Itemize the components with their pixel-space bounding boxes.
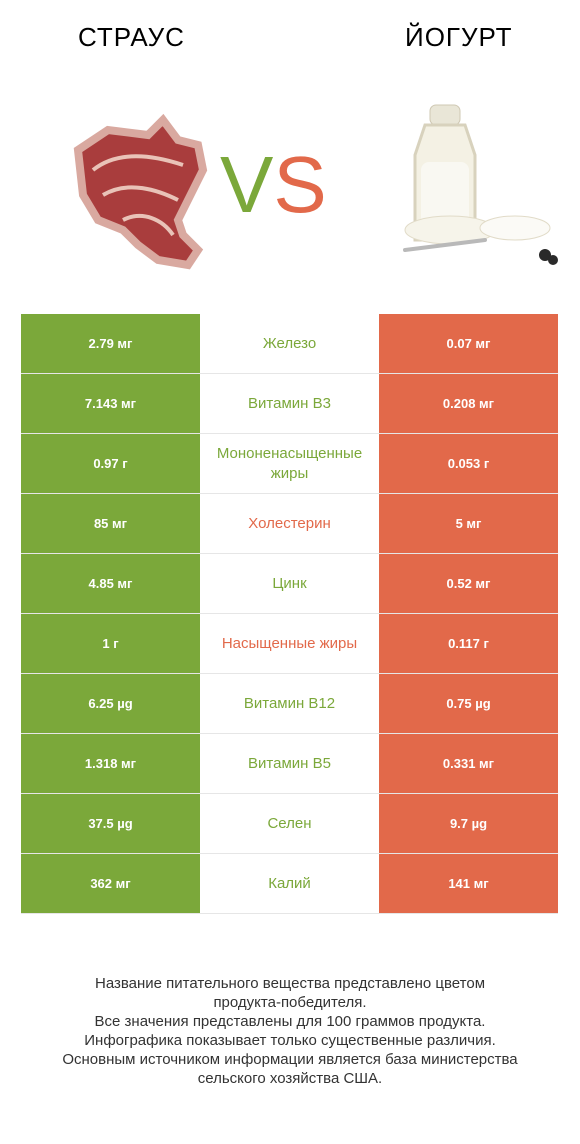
right-value: 0.75 µg xyxy=(379,674,558,733)
row-divider xyxy=(21,613,558,614)
table-row: 1 г Насыщенные жиры 0.117 г xyxy=(21,614,558,674)
row-divider xyxy=(21,673,558,674)
right-value: 141 мг xyxy=(379,854,558,913)
left-value: 7.143 мг xyxy=(21,374,200,433)
footer-line: Название питательного вещества представл… xyxy=(94,975,486,992)
right-value: 5 мг xyxy=(379,494,558,553)
table-row: 0.97 г Мононенасыщенные жиры 0.053 г xyxy=(21,434,558,494)
vs-s: S xyxy=(273,140,327,229)
row-divider xyxy=(21,433,558,434)
right-title: ЙОГУРТ xyxy=(405,22,513,52)
row-divider xyxy=(21,733,558,734)
right-value: 9.7 µg xyxy=(379,794,558,853)
left-value: 4.85 мг xyxy=(21,554,200,613)
nutrient-name: Железо xyxy=(200,314,379,373)
table-row: 4.85 мг Цинк 0.52 мг xyxy=(21,554,558,614)
left-value: 1 г xyxy=(21,614,200,673)
right-value: 0.07 мг xyxy=(379,314,558,373)
left-value: 37.5 µg xyxy=(21,794,200,853)
row-divider xyxy=(21,553,558,554)
table-row: 6.25 µg Витамин B12 0.75 µg xyxy=(21,674,558,734)
nutrient-name: Селен xyxy=(200,794,379,853)
row-divider xyxy=(21,913,558,914)
right-value: 0.52 мг xyxy=(379,554,558,613)
footer-line: Основным источником информации является … xyxy=(62,1051,518,1068)
row-divider xyxy=(21,493,558,494)
steak-icon xyxy=(73,113,208,270)
table-row: 7.143 мг Витамин B3 0.208 мг xyxy=(21,374,558,434)
right-value: 0.053 г xyxy=(379,434,558,493)
nutrient-name: Витамин B3 xyxy=(200,374,379,433)
nutrient-name: Насыщенные жиры xyxy=(200,614,379,673)
table-row: 37.5 µg Селен 9.7 µg xyxy=(21,794,558,854)
nutrient-name: Калий xyxy=(200,854,379,913)
comparison-table: 2.79 мг Железо 0.07 мг 7.143 мг Витамин … xyxy=(21,314,558,914)
right-value: 0.331 мг xyxy=(379,734,558,793)
left-value: 362 мг xyxy=(21,854,200,913)
nutrient-name: Холестерин xyxy=(200,494,379,553)
footer-note: Название питательного вещества представл… xyxy=(20,974,560,1088)
left-title: СТРАУС xyxy=(78,22,185,52)
nutrient-name: Мононенасыщенные жиры xyxy=(200,434,379,493)
row-divider xyxy=(21,793,558,794)
footer-line: сельского хозяйства США. xyxy=(197,1070,383,1087)
left-value: 0.97 г xyxy=(21,434,200,493)
nutrient-name: Витамин B5 xyxy=(200,734,379,793)
row-divider xyxy=(21,373,558,374)
table-row: 362 мг Калий 141 мг xyxy=(21,854,558,914)
table-row: 1.318 мг Витамин B5 0.331 мг xyxy=(21,734,558,794)
footer-line: Инфографика показывает только существенн… xyxy=(84,1032,496,1049)
table-row: 2.79 мг Железо 0.07 мг xyxy=(21,314,558,374)
vs-v: V xyxy=(220,140,274,229)
row-divider xyxy=(21,853,558,854)
nutrient-name: Витамин B12 xyxy=(200,674,379,733)
footer-line: продукта-победителя. xyxy=(213,994,367,1011)
yogurt-bottle-icon xyxy=(403,104,558,265)
left-value: 6.25 µg xyxy=(21,674,200,733)
right-value: 0.208 мг xyxy=(379,374,558,433)
left-value: 2.79 мг xyxy=(21,314,200,373)
table-row: 85 мг Холестерин 5 мг xyxy=(21,494,558,554)
vs-label: VS xyxy=(220,140,360,230)
footer-line: Все значения представлены для 100 граммо… xyxy=(94,1013,486,1030)
nutrient-name: Цинк xyxy=(200,554,379,613)
right-value: 0.117 г xyxy=(379,614,558,673)
left-value: 85 мг xyxy=(21,494,200,553)
left-value: 1.318 мг xyxy=(21,734,200,793)
